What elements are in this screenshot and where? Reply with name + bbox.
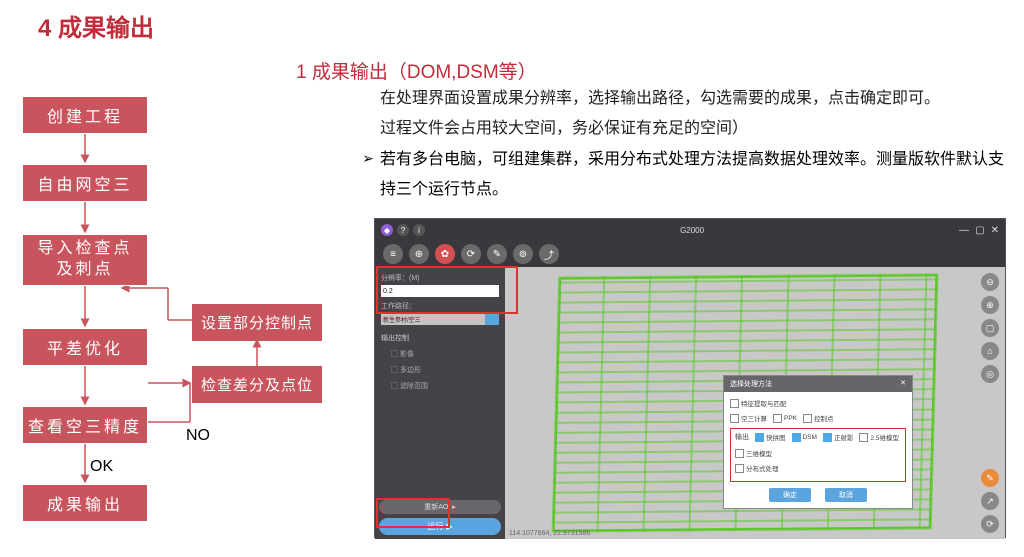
paragraph-2: 过程文件会占用较大空间，务必保证有充足的空间）: [360, 114, 1010, 144]
flow-label-no: NO: [186, 427, 210, 445]
app-titlebar: ◆ ? i G2000 — ▢ ✕: [375, 219, 1005, 241]
chk-quick[interactable]: 快拼图: [755, 432, 786, 442]
chk-ppk[interactable]: PPK: [773, 413, 797, 423]
chk-distributed[interactable]: 分布式处理: [735, 463, 779, 473]
target-icon[interactable]: ◎: [981, 365, 999, 383]
sub-heading: 1 成果输出（DOM,DSM等）: [0, 43, 1024, 84]
flow-box-import: 导入检查点 及刺点: [22, 234, 148, 286]
dialog-title: 选择处理方法: [730, 379, 772, 389]
dialog-highlight-output: 输出 快拼图 DSM 正射影 2.5维模型 三维模型 分布式处理: [730, 428, 906, 482]
tool-menu-icon[interactable]: ≡: [383, 244, 403, 264]
flowchart: 创建工程 自由网空三 导入检查点 及刺点 平差优化 查看空三精度 成果输出 设置…: [18, 90, 378, 550]
chk-25d[interactable]: 2.5维模型: [859, 432, 899, 442]
minimize-icon[interactable]: —: [959, 225, 969, 236]
right-tools-top: ⊖ ⊕ ▢ ⌂ ◎: [981, 273, 999, 383]
canvas-area[interactable]: 选择处理方法 ✕ 特征提取与匹配 空三计算 PPK 控制点 输出 快拼图 D: [505, 267, 1005, 539]
bullet-marker-icon: ➢: [360, 145, 380, 206]
highlight-panel-top: [376, 266, 518, 314]
flow-box-check: 查看空三精度: [22, 406, 148, 444]
chk-at[interactable]: 空三计算: [730, 413, 767, 423]
path-input[interactable]: 新生参村/空三: [381, 313, 499, 325]
chk-3d[interactable]: 三维模型: [735, 448, 772, 458]
edit-tool-icon[interactable]: ✎: [981, 469, 999, 487]
info-icon[interactable]: i: [413, 224, 425, 236]
bullet-row: ➢ 若有多台电脑，可组建集群，采用分布式处理方法提高数据处理效率。测量版软件默认…: [360, 145, 1010, 206]
chk-dsm[interactable]: DSM: [792, 432, 817, 442]
coordinates: 114.1077664, 22.9731586: [509, 530, 590, 537]
home-icon[interactable]: ⌂: [981, 342, 999, 360]
tool-add-icon[interactable]: ⊕: [409, 244, 429, 264]
flow-box-create: 创建工程: [22, 96, 148, 134]
tool-edit-icon[interactable]: ✎: [487, 244, 507, 264]
help-icon[interactable]: ?: [397, 224, 409, 236]
app-title: G2000: [680, 226, 704, 235]
flowchart-column: 创建工程 自由网空三 导入检查点 及刺点 平差优化 查看空三精度 成果输出 设置…: [18, 90, 378, 550]
text-column: 在处理界面设置成果分辨率，选择输出路径，勾选需要的成果，点击确定即可。 过程文件…: [360, 84, 1010, 206]
panel-item-polygon[interactable]: ▢ 多边形: [381, 362, 499, 378]
fit-icon[interactable]: ▢: [981, 319, 999, 337]
dialog-ok-button[interactable]: 确定: [769, 488, 811, 502]
chk-feature[interactable]: 特征提取与匹配: [730, 398, 787, 408]
section-heading: 4 成果输出: [0, 0, 1024, 43]
flow-box-free: 自由网空三: [22, 164, 148, 202]
flow-box-output: 成果输出: [22, 484, 148, 522]
panel-item-image[interactable]: ▢ 影像: [381, 346, 499, 362]
output-label: 输出: [735, 432, 749, 442]
app-toolbar: ≡ ⊕ ✿ ⟳ ✎ ⊚ ⤴: [375, 241, 1005, 267]
maximize-icon[interactable]: ▢: [975, 225, 984, 236]
right-tools-bottom: ✎ ↗ ⟳: [981, 469, 999, 533]
tool-upload-icon[interactable]: ⤴: [539, 244, 559, 264]
dialog: 选择处理方法 ✕ 特征提取与匹配 空三计算 PPK 控制点 输出 快拼图 D: [723, 375, 913, 509]
dialog-close-icon[interactable]: ✕: [900, 379, 906, 389]
flow-box-import-l2: 及刺点: [23, 260, 147, 281]
chk-ortho[interactable]: 正射影: [823, 432, 854, 442]
app-icon: ◆: [381, 224, 393, 236]
panel-item-filter[interactable]: ▢ 滤除范围: [381, 378, 499, 394]
dialog-header: 选择处理方法 ✕: [724, 376, 912, 392]
tool-target-icon[interactable]: ⊚: [513, 244, 533, 264]
bullet-text: 若有多台电脑，可组建集群，采用分布式处理方法提高数据处理效率。测量版软件默认支持…: [380, 145, 1010, 206]
folder-browse-icon[interactable]: [485, 313, 499, 325]
dialog-cancel-button[interactable]: 取消: [825, 488, 867, 502]
panel-section: 输出控制: [381, 333, 499, 343]
flow-box-import-l1: 导入检查点: [23, 239, 147, 260]
chk-ctrl[interactable]: 控制点: [803, 413, 834, 423]
reset-tool-icon[interactable]: ⟳: [981, 515, 999, 533]
highlight-run-button: [376, 498, 450, 528]
flow-label-ok: OK: [90, 458, 113, 476]
close-icon[interactable]: ✕: [991, 225, 999, 236]
flow-box-set-ctrl: 设置部分控制点: [192, 304, 322, 341]
tool-refresh-icon[interactable]: ⟳: [461, 244, 481, 264]
path-value: 新生参村/空三: [383, 315, 421, 324]
titlebar-left: ◆ ? i: [381, 224, 425, 236]
dialog-body: 特征提取与匹配 空三计算 PPK 控制点 输出 快拼图 DSM 正射影 2.5维…: [724, 392, 912, 508]
flow-box-adjust: 平差优化: [22, 328, 148, 366]
tool-process-icon[interactable]: ✿: [435, 244, 455, 264]
flow-box-check-diff: 检查差分及点位: [192, 366, 322, 403]
zoom-in-icon[interactable]: ⊕: [981, 296, 999, 314]
arrow-tool-icon[interactable]: ↗: [981, 492, 999, 510]
paragraph-1: 在处理界面设置成果分辨率，选择输出路径，勾选需要的成果，点击确定即可。: [360, 84, 1010, 114]
zoom-out-icon[interactable]: ⊖: [981, 273, 999, 291]
window-controls: — ▢ ✕: [959, 225, 999, 236]
